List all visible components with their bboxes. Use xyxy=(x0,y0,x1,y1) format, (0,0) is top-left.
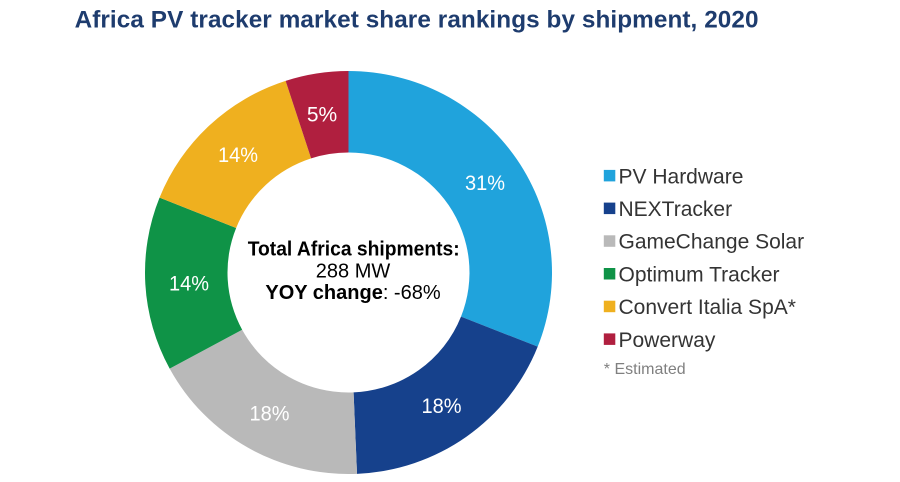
svg-text:18%: 18% xyxy=(250,403,290,426)
svg-text:PV Hardware: PV Hardware xyxy=(619,165,744,188)
svg-text:Total Africa shipments:: Total Africa shipments: xyxy=(248,239,460,261)
svg-text:Powerway: Powerway xyxy=(619,329,716,352)
svg-text:14%: 14% xyxy=(218,144,258,167)
svg-text:GameChange Solar: GameChange Solar xyxy=(619,231,805,254)
svg-text:31%: 31% xyxy=(465,172,505,195)
svg-text:NEXTracker: NEXTracker xyxy=(619,198,733,221)
svg-text:18%: 18% xyxy=(422,395,462,418)
svg-text:* Estimated: * Estimated xyxy=(604,361,686,378)
svg-text:14%: 14% xyxy=(169,273,209,296)
svg-text:Convert Italia SpA*: Convert Italia SpA* xyxy=(619,296,796,319)
svg-text:Optimum Tracker: Optimum Tracker xyxy=(619,263,780,286)
svg-text:288 MW: 288 MW xyxy=(316,260,391,282)
svg-text:YOY change: -68%: YOY change: -68% xyxy=(265,282,440,304)
svg-text:Africa PV tracker market share: Africa PV tracker market share rankings … xyxy=(75,7,759,34)
svg-text:5%: 5% xyxy=(307,104,337,127)
